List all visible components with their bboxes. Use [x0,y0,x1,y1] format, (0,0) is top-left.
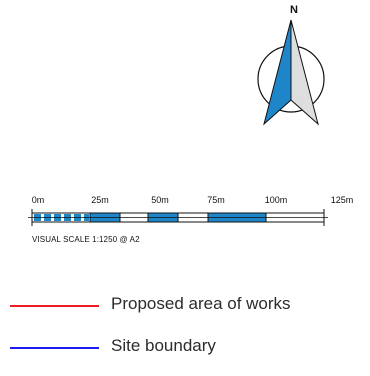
legend-item-site-boundary: Site boundary [10,334,360,376]
arrow-right-half [290,19,319,126]
scale-tick-label: 0m [31,195,45,205]
scale-tick-label: 100m [264,195,288,205]
map-legend: Proposed area of works Site boundary [10,292,360,376]
arrow-left-half [263,19,292,126]
red-line-swatch [10,305,99,307]
scale-tick-label: 50m [151,195,169,205]
scale-bar-graphic [28,209,328,226]
north-label: N [290,4,298,16]
legend-item-proposed-works: Proposed area of works [10,292,360,334]
scale-tick-label: 75m [207,195,225,205]
visual-scale-bar: 0m 25m 50m 75m 100m 125m [26,195,356,245]
legend-label: Proposed area of works [111,294,291,313]
scale-tick-label: 25m [91,195,109,205]
legend-label: Site boundary [111,336,216,355]
blue-line-swatch [10,347,99,349]
scale-caption: VISUAL SCALE 1:1250 @ A2 [32,235,140,244]
scale-tick-label: 125m [330,195,354,205]
north-arrow-icon [257,19,325,126]
